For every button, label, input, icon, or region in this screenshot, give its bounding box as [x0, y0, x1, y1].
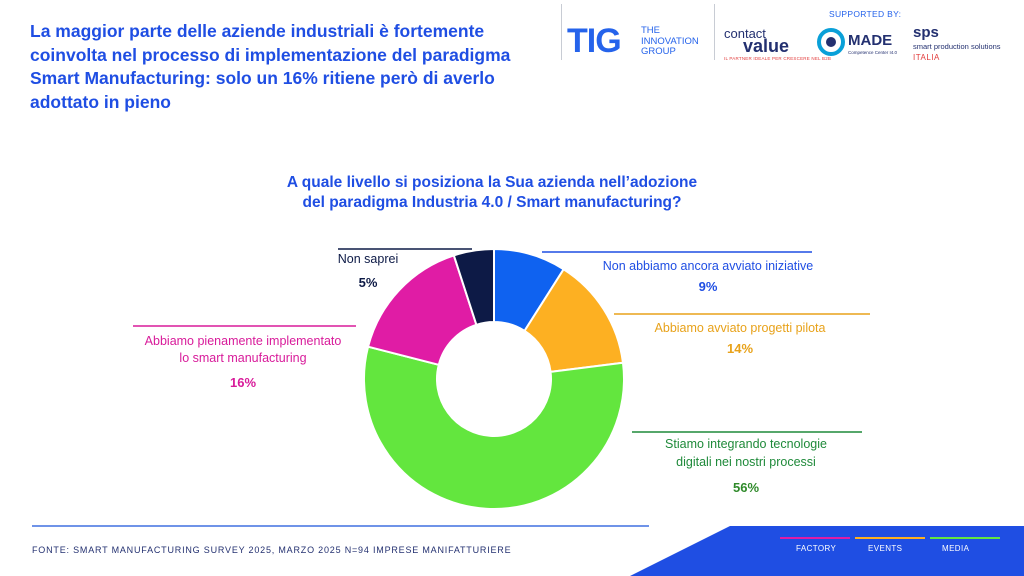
slice-label: Non abbiamo ancora avviato iniziative: [603, 259, 814, 273]
slice-value-label: 14%: [727, 341, 753, 356]
slice-value-label: 9%: [699, 279, 718, 294]
tig-logo-line: THE: [641, 25, 660, 36]
supported-by-label: SUPPORTED BY:: [829, 9, 902, 19]
footer-tab-factory[interactable]: FACTORY: [796, 544, 837, 553]
slice-label: Abbiamo pienamente implementato: [145, 334, 342, 348]
source-note: FONTE: SMART MANUFACTURING SURVEY 2025, …: [32, 545, 512, 555]
headline: La maggior parte delle aziende industria…: [30, 21, 511, 112]
sps-logo-subtitle: smart production solutions: [913, 42, 1001, 51]
tig-logo-line: INNOVATION: [641, 35, 699, 47]
footer-tab-media[interactable]: MEDIA: [942, 544, 970, 553]
chart-question-line: del paradigma Industria 4.0 / Smart manu…: [302, 194, 682, 211]
sps-logo-main: sps: [913, 24, 939, 41]
tig-logo-line: GROUP: [641, 46, 676, 57]
donut-slice: [452, 247, 495, 327]
slice-label: Abbiamo avviato progetti pilota: [655, 321, 826, 335]
sps-logo-country: ITALIA: [913, 53, 940, 62]
slice-label: digitali nei nostri processi: [676, 455, 816, 469]
slice-label: lo smart manufacturing: [179, 351, 306, 365]
bottom-rule: [32, 525, 649, 527]
made-logo-main: MADE: [848, 32, 893, 49]
made-logo-icon: [817, 28, 845, 56]
donut-slice: [363, 345, 625, 510]
slice-label: Non saprei: [338, 252, 398, 266]
slice-value-label: 16%: [230, 375, 256, 390]
tig-logo: TIG: [567, 22, 622, 60]
contactvalue-logo-main: value: [743, 36, 790, 56]
tig-logo-subtitle: THE INNOVATION GROUP: [641, 25, 699, 58]
made-logo-subtitle: Competence Center I4.0: [848, 50, 898, 55]
slice-value-label: 5%: [359, 275, 378, 290]
slice-value-label: 56%: [733, 480, 759, 495]
logo-divider: [714, 4, 715, 60]
contactvalue-tagline: IL PARTNER IDEALE PER CRESCERE NEL B2B: [724, 56, 832, 61]
contactvalue-logo-top: contact: [724, 26, 766, 41]
footer-tab-events[interactable]: EVENTS: [868, 544, 903, 553]
donut-slice: [523, 267, 625, 373]
logo-divider: [561, 4, 562, 60]
chart-question-line: A quale livello si posiziona la Sua azie…: [286, 174, 698, 191]
chart-question: A quale livello si posiziona la Sua azie…: [232, 173, 752, 213]
slice-label: Stiamo integrando tecnologie: [665, 437, 827, 451]
